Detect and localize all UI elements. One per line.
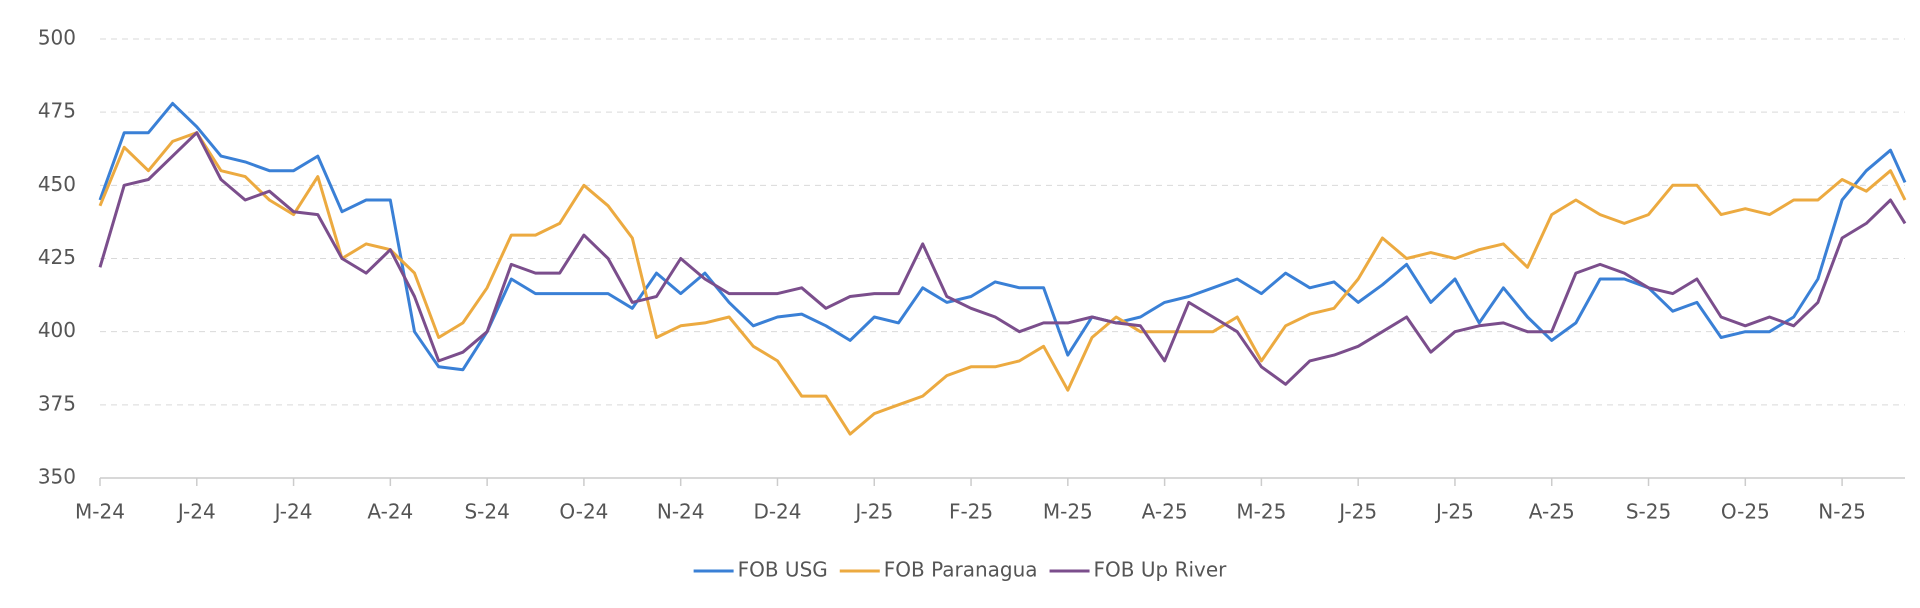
x-tick-label: D-24 [753,500,801,524]
x-tick-label: N-24 [657,500,705,524]
x-tick-label: M-25 [1043,500,1093,524]
x-tick-label: A-24 [367,500,413,524]
x-tick-label: S-24 [464,500,509,524]
y-tick-label: 350 [38,465,76,489]
x-tick-label: N-25 [1818,500,1866,524]
x-tick-label: J-25 [1434,500,1474,524]
x-tick-label: J-25 [853,500,893,524]
x-tick-label: J-24 [176,500,216,524]
series-line [98,131,1907,386]
y-tick-label: 425 [38,245,76,269]
series-line [98,101,1907,372]
legend-label: FOB Paranagua [884,558,1038,582]
legend-label: FOB USG [738,558,828,582]
y-tick-label: 475 [38,99,76,123]
x-tick-label: M-25 [1236,500,1286,524]
series-line [98,131,1907,436]
x-tick-label: J-25 [1337,500,1377,524]
y-tick-label: 500 [38,26,76,50]
x-tick-label: F-25 [949,500,993,524]
y-tick-label: 375 [38,391,76,415]
x-tick-label: M-24 [75,500,125,524]
x-tick-label: A-25 [1142,500,1188,524]
legend-label: FOB Up River [1094,558,1228,582]
y-tick-label: 400 [38,318,76,342]
x-tick-label: O-24 [559,500,608,524]
x-tick-label: O-25 [1721,500,1770,524]
y-tick-label: 450 [38,172,76,196]
x-tick-label: J-24 [273,500,313,524]
x-tick-label: A-25 [1529,500,1575,524]
x-tick-label: S-25 [1626,500,1671,524]
